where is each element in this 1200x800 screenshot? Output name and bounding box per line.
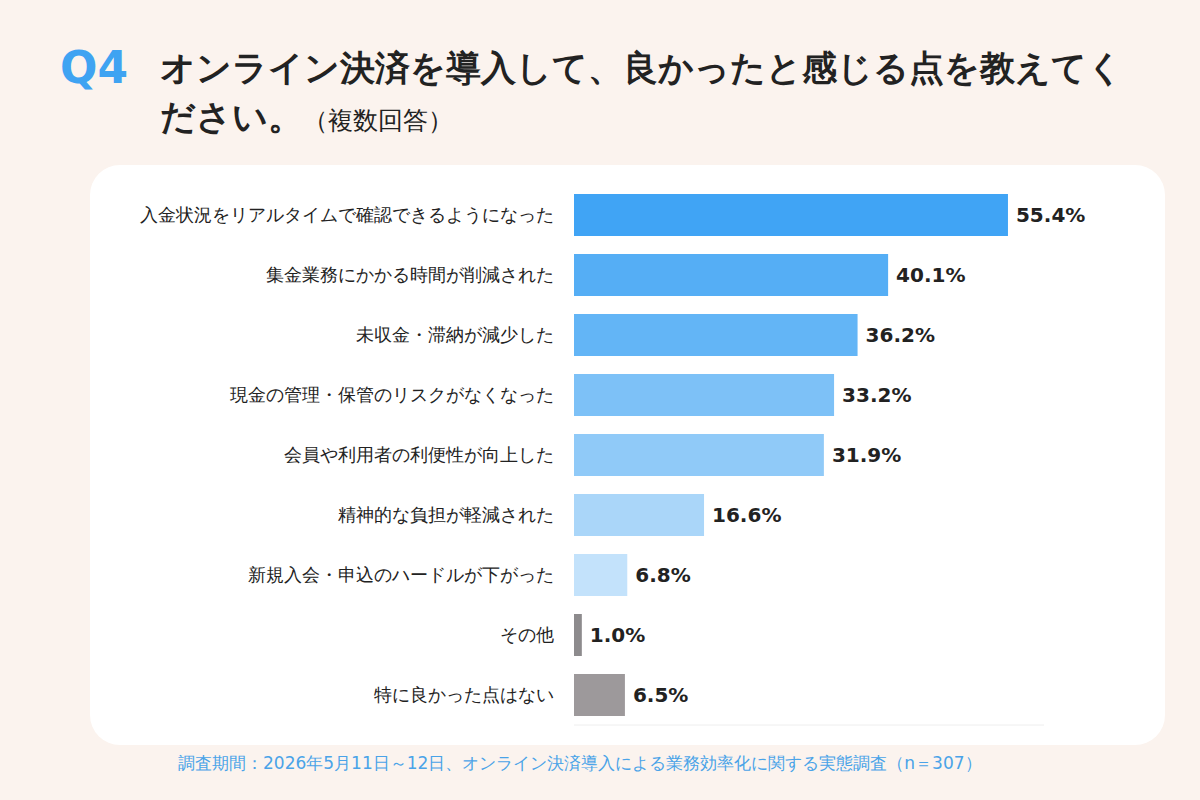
svg-text:集金業務にかかる時間が削減された: 集金業務にかかる時間が削減された <box>266 264 554 285</box>
svg-text:31.9%: 31.9% <box>832 443 901 467</box>
svg-text:未収金・滞納が減少した: 未収金・滞納が減少した <box>356 324 554 345</box>
html-text:Q4: Q4 <box>60 42 128 93</box>
svg-text:その他: その他 <box>500 624 554 645</box>
svg-text:特に良かった点はない: 特に良かった点はない <box>374 684 554 705</box>
svg-text:精神的な負担が軽減された: 精神的な負担が軽減された <box>338 504 554 525</box>
svg-text:6.8%: 6.8% <box>635 563 690 587</box>
svg-text:40.1%: 40.1% <box>896 263 965 287</box>
html-text:オンライン決済を導入して、良かったと感じる点を教えてください: オンライン決済を導入して、良かったと感じる点を教えてください。（複数回答） <box>160 48 1123 137</box>
svg-text:33.2%: 33.2% <box>842 383 911 407</box>
svg-text:16.6%: 16.6% <box>712 503 781 527</box>
html-text:調査期間：2026年5月11日～12日、オンライン決済導入に: 調査期間：2026年5月11日～12日、オンライン決済導入による業務効率化に関す… <box>178 753 982 773</box>
svg-text:1.0%: 1.0% <box>590 623 645 647</box>
svg-text:6.5%: 6.5% <box>633 683 688 707</box>
svg-text:36.2%: 36.2% <box>866 323 935 347</box>
svg-text:入金状況をリアルタイムで確認できるようになった: 入金状況をリアルタイムで確認できるようになった <box>140 204 554 225</box>
svg-text:55.4%: 55.4% <box>1016 203 1085 227</box>
svg-text:現金の管理・保管のリスクがなくなった: 現金の管理・保管のリスクがなくなった <box>230 384 554 405</box>
svg-text:会員や利用者の利便性が向上した: 会員や利用者の利便性が向上した <box>284 444 554 465</box>
svg-text:新規入会・申込のハードルが下がった: 新規入会・申込のハードルが下がった <box>248 564 554 585</box>
